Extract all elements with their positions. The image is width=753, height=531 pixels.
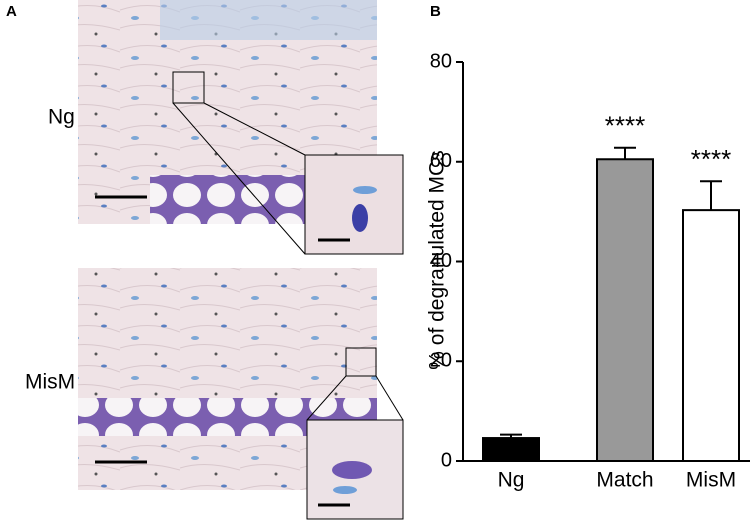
cell	[332, 461, 372, 479]
row-label: Ng	[48, 106, 75, 129]
zoom-line	[172, 102, 306, 255]
row-label: MisM	[25, 371, 75, 394]
y-tick-label: 80	[430, 50, 452, 72]
bar	[482, 437, 540, 462]
significance: ****	[691, 144, 731, 174]
zoom-line	[375, 375, 404, 421]
panel-a: A Ng MisM	[6, 0, 404, 520]
y-axis-label: % of degranulated MCs	[426, 150, 449, 369]
cell	[333, 486, 357, 494]
y-tick-label: 0	[441, 449, 452, 471]
inset	[304, 154, 404, 255]
panel-label: A	[6, 3, 17, 20]
panel-label: B	[430, 3, 441, 20]
bar-chart: B % of degranulated MCs 0 20 40 60 80 Ng Match…	[426, 3, 750, 492]
epidermis	[160, 0, 377, 40]
x-tick-label: Ng	[498, 469, 525, 492]
y-tick-label: 40	[430, 250, 452, 272]
cell	[353, 186, 377, 194]
y-tick-label: 20	[430, 350, 452, 372]
x-tick-label: MisM	[686, 469, 736, 492]
significance: ****	[605, 111, 645, 141]
zoom-line	[306, 375, 347, 421]
y-tick-label: 60	[430, 150, 452, 172]
zoom-box	[345, 347, 377, 377]
x-tick-label: Match	[596, 469, 653, 492]
bar	[682, 209, 740, 462]
zoom-line	[203, 102, 306, 156]
zoom-box	[172, 71, 205, 104]
cell	[352, 204, 368, 232]
bar	[596, 158, 654, 462]
